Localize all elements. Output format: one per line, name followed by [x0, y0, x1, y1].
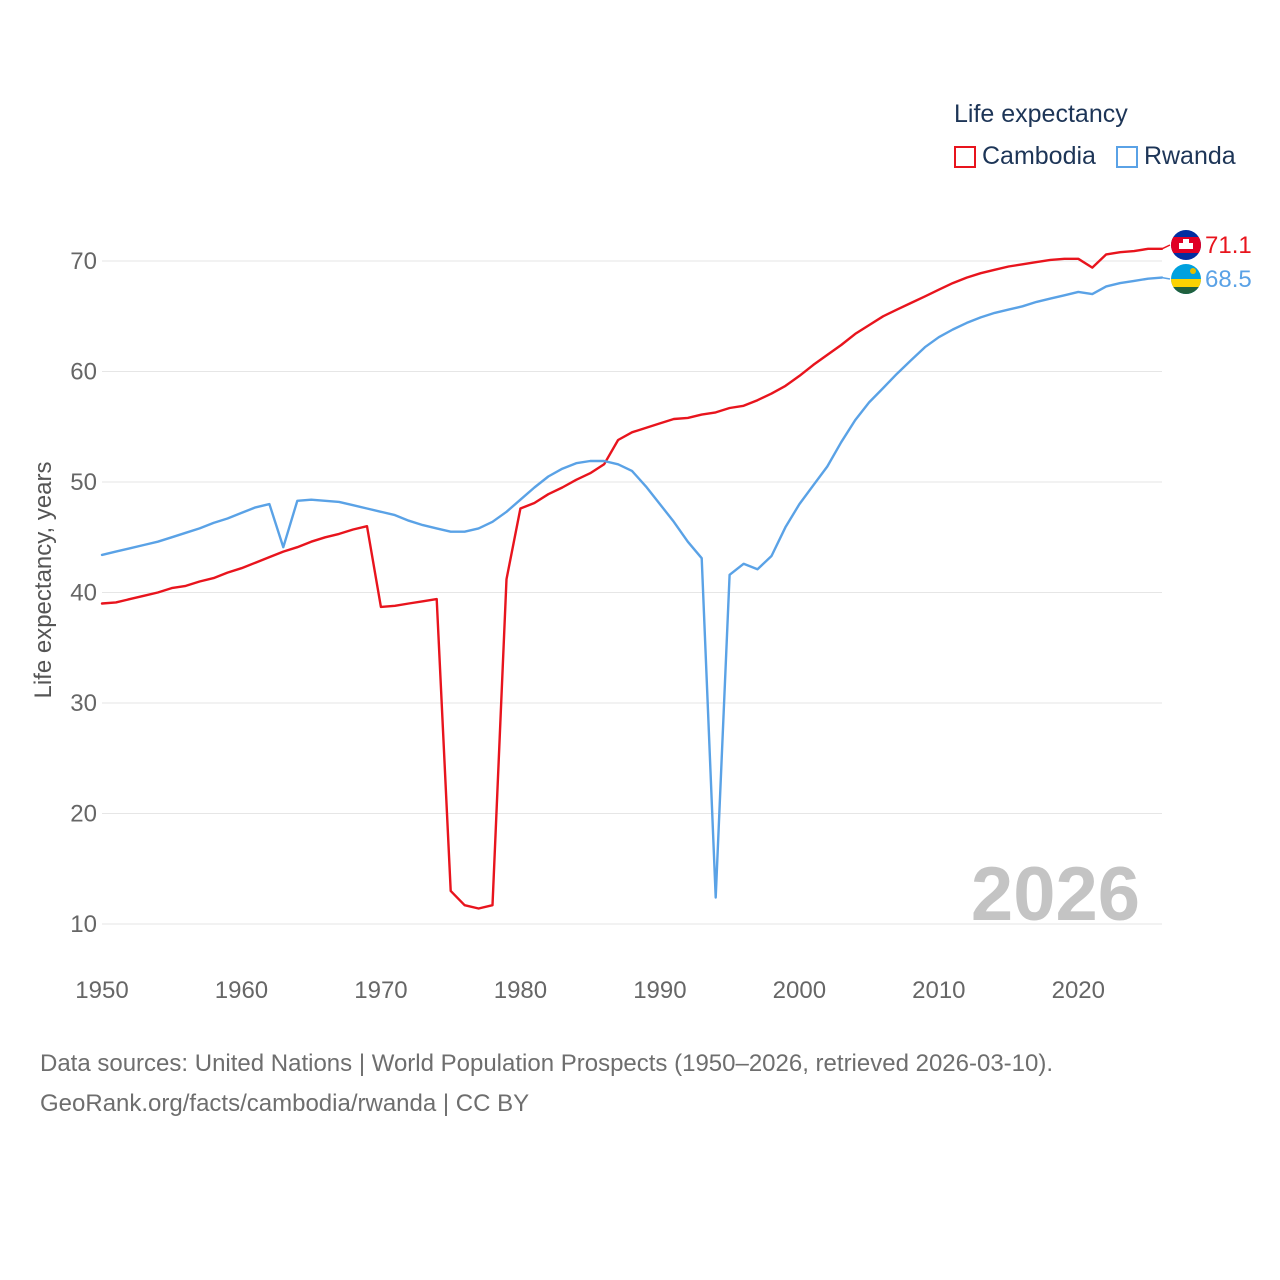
legend-swatch-rwanda	[1115, 145, 1138, 168]
legend-title: Life expectancy	[954, 100, 1128, 128]
end-value-label-rwanda: 68.5	[1205, 266, 1252, 293]
series-lines	[100, 244, 1171, 910]
y-tick-label-70: 70	[70, 248, 97, 275]
rwanda-flag-icon	[1171, 264, 1201, 294]
end-connector-rwanda	[1161, 276, 1171, 280]
end-connector-cambodia	[1161, 244, 1171, 250]
x-axis-ticks: 1950 1960 1970 1980 1990 2000 2010 2020	[75, 977, 1105, 1004]
x-tick-label-1950: 1950	[75, 977, 128, 1004]
data-sources-text: Data sources: United Nations | World Pop…	[40, 1050, 1054, 1077]
x-tick-label-2020: 2020	[1052, 977, 1105, 1004]
legend-label-cambodia: Cambodia	[982, 142, 1096, 170]
legend-label-rwanda: Rwanda	[1143, 142, 1236, 170]
credit-link[interactable]: GeoRank.org/facts/cambodia/rwanda | CC B…	[40, 1090, 530, 1117]
y-tick-label-30: 30	[70, 690, 97, 717]
line-chart: 10 20 30 40 50 60 70 1950 1960 1970 1980 1990 2000 2…	[30, 230, 1252, 1004]
y-tick-label-10: 10	[70, 911, 97, 938]
legend: Cambodia Rwanda	[954, 142, 1236, 171]
footer: Data sources: United Nations | World Pop…	[40, 1044, 1053, 1124]
grid	[102, 260, 1162, 925]
y-tick-label-20: 20	[70, 801, 97, 828]
x-tick-label-1980: 1980	[494, 977, 547, 1004]
y-axis-label: Life expectancy, years	[30, 461, 57, 698]
legend-item-cambodia[interactable]: Cambodia	[954, 142, 1096, 171]
x-tick-label-2010: 2010	[912, 977, 965, 1004]
legend-item-rwanda[interactable]: Rwanda	[1115, 142, 1236, 171]
x-tick-label-1960: 1960	[215, 977, 268, 1004]
cambodia-flag-icon	[1171, 230, 1201, 260]
legend-swatch-cambodia	[954, 145, 976, 168]
year-stamp: 2026	[971, 852, 1140, 937]
end-value-label-cambodia: 71.1	[1205, 232, 1252, 259]
y-tick-label-50: 50	[70, 469, 97, 496]
y-tick-label-60: 60	[70, 359, 97, 386]
series-line-cambodia[interactable]	[100, 247, 1164, 910]
y-axis-ticks: 10 20 30 40 50 60 70	[70, 248, 97, 938]
x-tick-label-1990: 1990	[633, 977, 686, 1004]
x-tick-label-2000: 2000	[773, 977, 826, 1004]
x-tick-label-1970: 1970	[354, 977, 407, 1004]
series-line-rwanda[interactable]	[100, 276, 1164, 899]
y-tick-label-40: 40	[70, 580, 97, 607]
